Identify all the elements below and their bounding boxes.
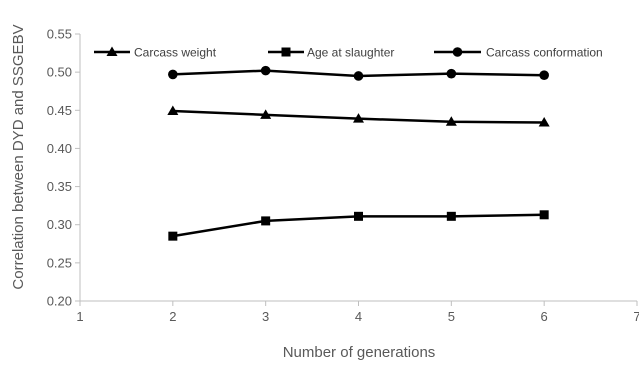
x-axis-title: Number of generations (283, 344, 436, 361)
y-tick-label: 0.50 (47, 65, 72, 80)
data-point (260, 65, 271, 76)
x-axis-ticks: 1 2 3 4 5 6 7 (76, 301, 639, 324)
x-tick-label: 4 (355, 309, 362, 324)
x-tick-label: 1 (76, 309, 83, 324)
x-tick-label: 6 (541, 309, 548, 324)
data-point (446, 68, 457, 79)
y-tick-label: 0.55 (47, 27, 72, 42)
legend-item: Carcass weight (94, 46, 217, 60)
legend-item: Carcass conformation (434, 46, 603, 60)
data-point (353, 71, 364, 81)
y-tick-label: 0.40 (47, 141, 72, 156)
legend-label: Carcass weight (134, 46, 217, 60)
y-tick-label: 0.35 (47, 179, 72, 194)
data-point (168, 231, 178, 241)
series-square (168, 210, 549, 241)
legend-marker (452, 47, 463, 57)
data-point (260, 109, 272, 119)
y-tick-label: 0.45 (47, 103, 72, 118)
data-point (167, 105, 179, 116)
x-tick-label: 5 (448, 309, 455, 324)
legend-label: Carcass conformation (486, 46, 603, 60)
legend-marker (281, 47, 291, 57)
data-point (168, 69, 178, 80)
y-tick-label: 0.30 (47, 217, 72, 232)
data-point (539, 70, 549, 80)
x-tick-label: 2 (169, 309, 176, 324)
data-point (353, 113, 364, 123)
y-tick-label: 0.20 (47, 294, 72, 309)
y-axis-title: Correlation between DYD and SSGEBV (10, 24, 27, 289)
x-tick-label: 3 (262, 309, 269, 324)
legend-label: Age at slaughter (307, 46, 394, 60)
data-point (538, 116, 550, 127)
legend: Carcass weight Age at slaughter Carcass co… (94, 46, 603, 60)
legend-marker (106, 46, 118, 56)
data-point (446, 211, 456, 221)
x-tick-label: 7 (633, 309, 639, 324)
legend-item: Age at slaughter (268, 46, 394, 60)
y-tick-label: 0.25 (47, 255, 72, 270)
series-layer (167, 65, 550, 241)
data-point (261, 216, 271, 226)
series-circle (168, 65, 549, 81)
data-point (354, 211, 363, 221)
data-point (445, 116, 457, 126)
series-triangle (167, 105, 550, 127)
data-point (539, 210, 549, 220)
y-axis-ticks: 0.20 0.25 0.30 0.35 0.40 0.45 0.50 0.55 (47, 27, 80, 309)
